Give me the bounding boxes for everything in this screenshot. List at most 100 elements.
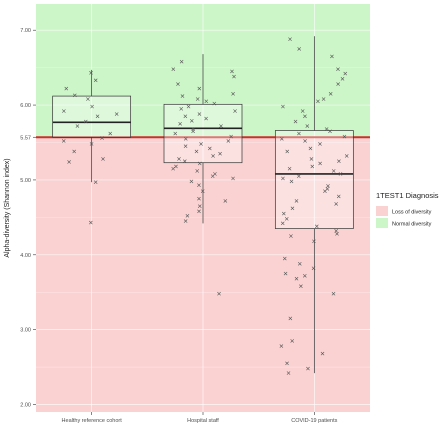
point-covid-19-patients — [318, 142, 322, 146]
point-covid-19-patients — [314, 224, 319, 229]
point-hospital-staff — [219, 124, 223, 128]
point-covid-19-patients — [337, 159, 341, 164]
point-covid-19-patients — [343, 71, 348, 76]
point-hospital-staff — [179, 59, 184, 64]
point-healthy-reference-cohort — [75, 124, 80, 128]
point-covid-19-patients — [303, 114, 307, 119]
point-covid-19-patients — [336, 67, 340, 71]
point-covid-19-patients — [312, 239, 316, 244]
point-hospital-staff — [200, 189, 205, 193]
point-covid-19-patients — [297, 261, 302, 266]
point-hospital-staff — [231, 176, 235, 181]
point-covid-19-patients — [334, 229, 338, 233]
point-covid-19-patients — [308, 146, 313, 151]
point-hospital-staff — [197, 204, 202, 208]
point-hospital-staff — [182, 159, 187, 164]
point-covid-19-patients — [296, 174, 301, 178]
point-covid-19-patients — [281, 211, 286, 216]
point-covid-19-patients — [286, 371, 291, 375]
point-covid-19-patients — [318, 161, 322, 166]
point-hospital-staff — [210, 174, 215, 178]
point-healthy-reference-cohort — [62, 109, 66, 113]
point-covid-19-patients — [321, 97, 326, 101]
point-hospital-staff — [174, 164, 178, 169]
point-hospital-staff — [179, 106, 184, 111]
point-hospital-staff — [183, 114, 188, 119]
point-covid-19-patients — [282, 256, 287, 261]
point-covid-19-patients — [336, 82, 340, 86]
x-tick-label: Healthy reference cohort — [62, 418, 123, 424]
point-hospital-staff — [197, 86, 202, 91]
point-healthy-reference-cohort — [89, 220, 93, 225]
point-hospital-staff — [207, 146, 212, 151]
point-covid-19-patients — [335, 232, 339, 236]
point-healthy-reference-cohort — [72, 93, 77, 98]
point-covid-19-patients — [309, 157, 314, 161]
point-hospital-staff — [186, 104, 191, 109]
point-covid-19-patients — [294, 276, 299, 281]
point-hospital-staff — [233, 109, 237, 113]
y-tick-label: 3.00 — [20, 328, 31, 334]
point-hospital-staff — [189, 118, 194, 123]
point-covid-19-patients — [326, 184, 330, 188]
point-covid-19-patients — [328, 129, 332, 134]
legend-title: 1TEST1 Diagnosis — [376, 191, 439, 200]
point-hospital-staff — [218, 151, 222, 156]
point-covid-19-patients — [289, 234, 293, 238]
y-tick-label: 7.00 — [20, 28, 31, 34]
point-covid-19-patients — [300, 109, 305, 113]
point-covid-19-patients — [297, 131, 301, 136]
point-covid-19-patients — [302, 273, 307, 278]
legend-label: Normal diversity — [392, 222, 432, 228]
y-tick-label: 5.00 — [20, 178, 31, 184]
y-tick-label: 2.00 — [20, 403, 31, 409]
point-covid-19-patients — [342, 134, 347, 139]
point-covid-19-patients — [306, 366, 310, 371]
y-tick-label: 4.00 — [20, 253, 31, 259]
point-covid-19-patients — [288, 37, 292, 41]
point-hospital-staff — [217, 291, 221, 296]
point-hospital-staff — [171, 166, 175, 171]
point-covid-19-patients — [284, 217, 289, 221]
point-covid-19-patients — [293, 119, 298, 124]
point-healthy-reference-cohort — [61, 139, 66, 143]
point-covid-19-patients — [311, 266, 316, 271]
point-healthy-reference-cohort — [72, 149, 76, 154]
point-covid-19-patients — [285, 149, 290, 154]
point-hospital-staff — [189, 179, 194, 184]
point-healthy-reference-cohort — [64, 86, 69, 91]
point-healthy-reference-cohort — [100, 136, 104, 140]
point-hospital-staff — [195, 169, 200, 173]
box-covid-19-patients — [274, 130, 354, 229]
point-hospital-staff — [183, 136, 188, 141]
point-covid-19-patients — [316, 99, 320, 104]
point-hospital-staff — [194, 149, 199, 154]
legend-swatch — [376, 206, 388, 216]
point-covid-19-patients — [281, 104, 285, 109]
point-hospital-staff — [197, 183, 201, 187]
point-covid-19-patients — [290, 206, 295, 211]
point-hospital-staff — [178, 121, 182, 126]
point-covid-19-patients — [290, 339, 295, 343]
point-hospital-staff — [197, 112, 202, 116]
point-covid-19-patients — [281, 176, 285, 181]
point-covid-19-patients — [285, 361, 289, 366]
point-hospital-staff — [171, 67, 176, 71]
point-hospital-staff — [183, 144, 188, 149]
point-hospital-staff — [223, 199, 228, 203]
point-covid-19-patients — [279, 136, 284, 141]
point-healthy-reference-cohort — [108, 131, 113, 136]
x-tick-label: COVID-19 patients — [291, 418, 337, 424]
point-hospital-staff — [177, 157, 181, 161]
point-hospital-staff — [204, 116, 208, 121]
point-hospital-staff — [212, 101, 217, 106]
point-covid-19-patients — [279, 344, 284, 348]
point-hospital-staff — [183, 219, 188, 223]
point-covid-19-patients — [299, 284, 303, 289]
point-healthy-reference-cohort — [101, 157, 105, 161]
point-covid-19-patients — [324, 127, 329, 131]
point-covid-19-patients — [340, 77, 345, 81]
point-covid-19-patients — [323, 189, 327, 193]
point-covid-19-patients — [289, 179, 294, 184]
